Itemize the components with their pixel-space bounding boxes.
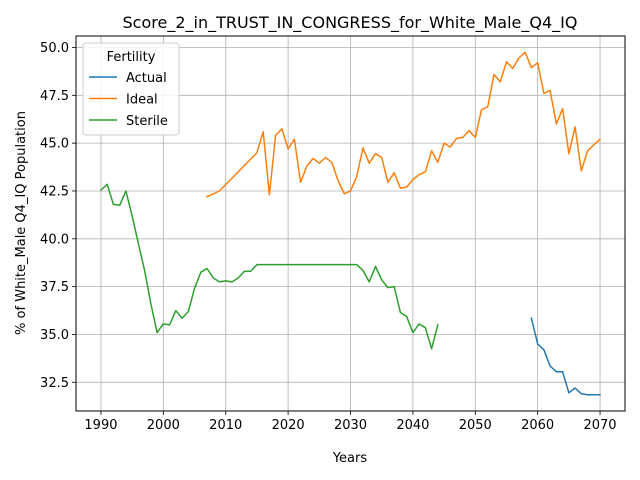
legend: Fertility Actual Ideal Sterile: [82, 42, 180, 136]
series-line-actual: [530, 317, 601, 396]
legend-title: Fertility: [107, 50, 156, 65]
legend-label-ideal: Ideal: [126, 93, 158, 108]
x-tick-label: 2050: [459, 418, 492, 433]
y-tick-label: 45.0: [40, 137, 69, 152]
x-tick-label: 2020: [272, 418, 305, 433]
x-tick-label: 1990: [84, 418, 117, 433]
x-tick-label: 2000: [147, 418, 180, 433]
legend-box: [82, 42, 180, 136]
chart-title: Score_2_in_TRUST_IN_CONGRESS_for_White_M…: [123, 13, 578, 33]
legend-label-sterile: Sterile: [126, 114, 168, 129]
x-tick-label: 2010: [209, 418, 242, 433]
x-tick-label: 2030: [334, 418, 367, 433]
x-tick-label: 2070: [583, 418, 616, 433]
y-axis-label: % of White_Male Q4_IQ Population: [14, 111, 29, 335]
series-line-ideal: [206, 51, 602, 198]
legend-items: Actual Ideal Sterile: [89, 71, 168, 129]
y-axis-ticks: 32.5 35.0 37.5 40.0 42.5 45.0 47.5 50.0: [40, 41, 76, 391]
x-axis-label: Years: [332, 451, 368, 466]
x-tick-label: 2060: [521, 418, 554, 433]
y-tick-label: 47.5: [40, 89, 69, 104]
y-tick-label: 37.5: [40, 280, 69, 295]
y-tick-label: 40.0: [40, 232, 69, 247]
y-tick-label: 35.0: [40, 328, 69, 343]
x-axis-ticks: 1990 2000 2010 2020 2030 2040 2050 2060 2070: [84, 411, 617, 433]
x-tick-label: 2040: [396, 418, 429, 433]
y-tick-label: 32.5: [40, 376, 69, 391]
legend-label-actual: Actual: [126, 71, 167, 86]
y-tick-label: 42.5: [40, 184, 69, 199]
series-lines: [99, 51, 602, 396]
series-line-sterile: [99, 183, 439, 350]
y-tick-label: 50.0: [40, 41, 69, 56]
